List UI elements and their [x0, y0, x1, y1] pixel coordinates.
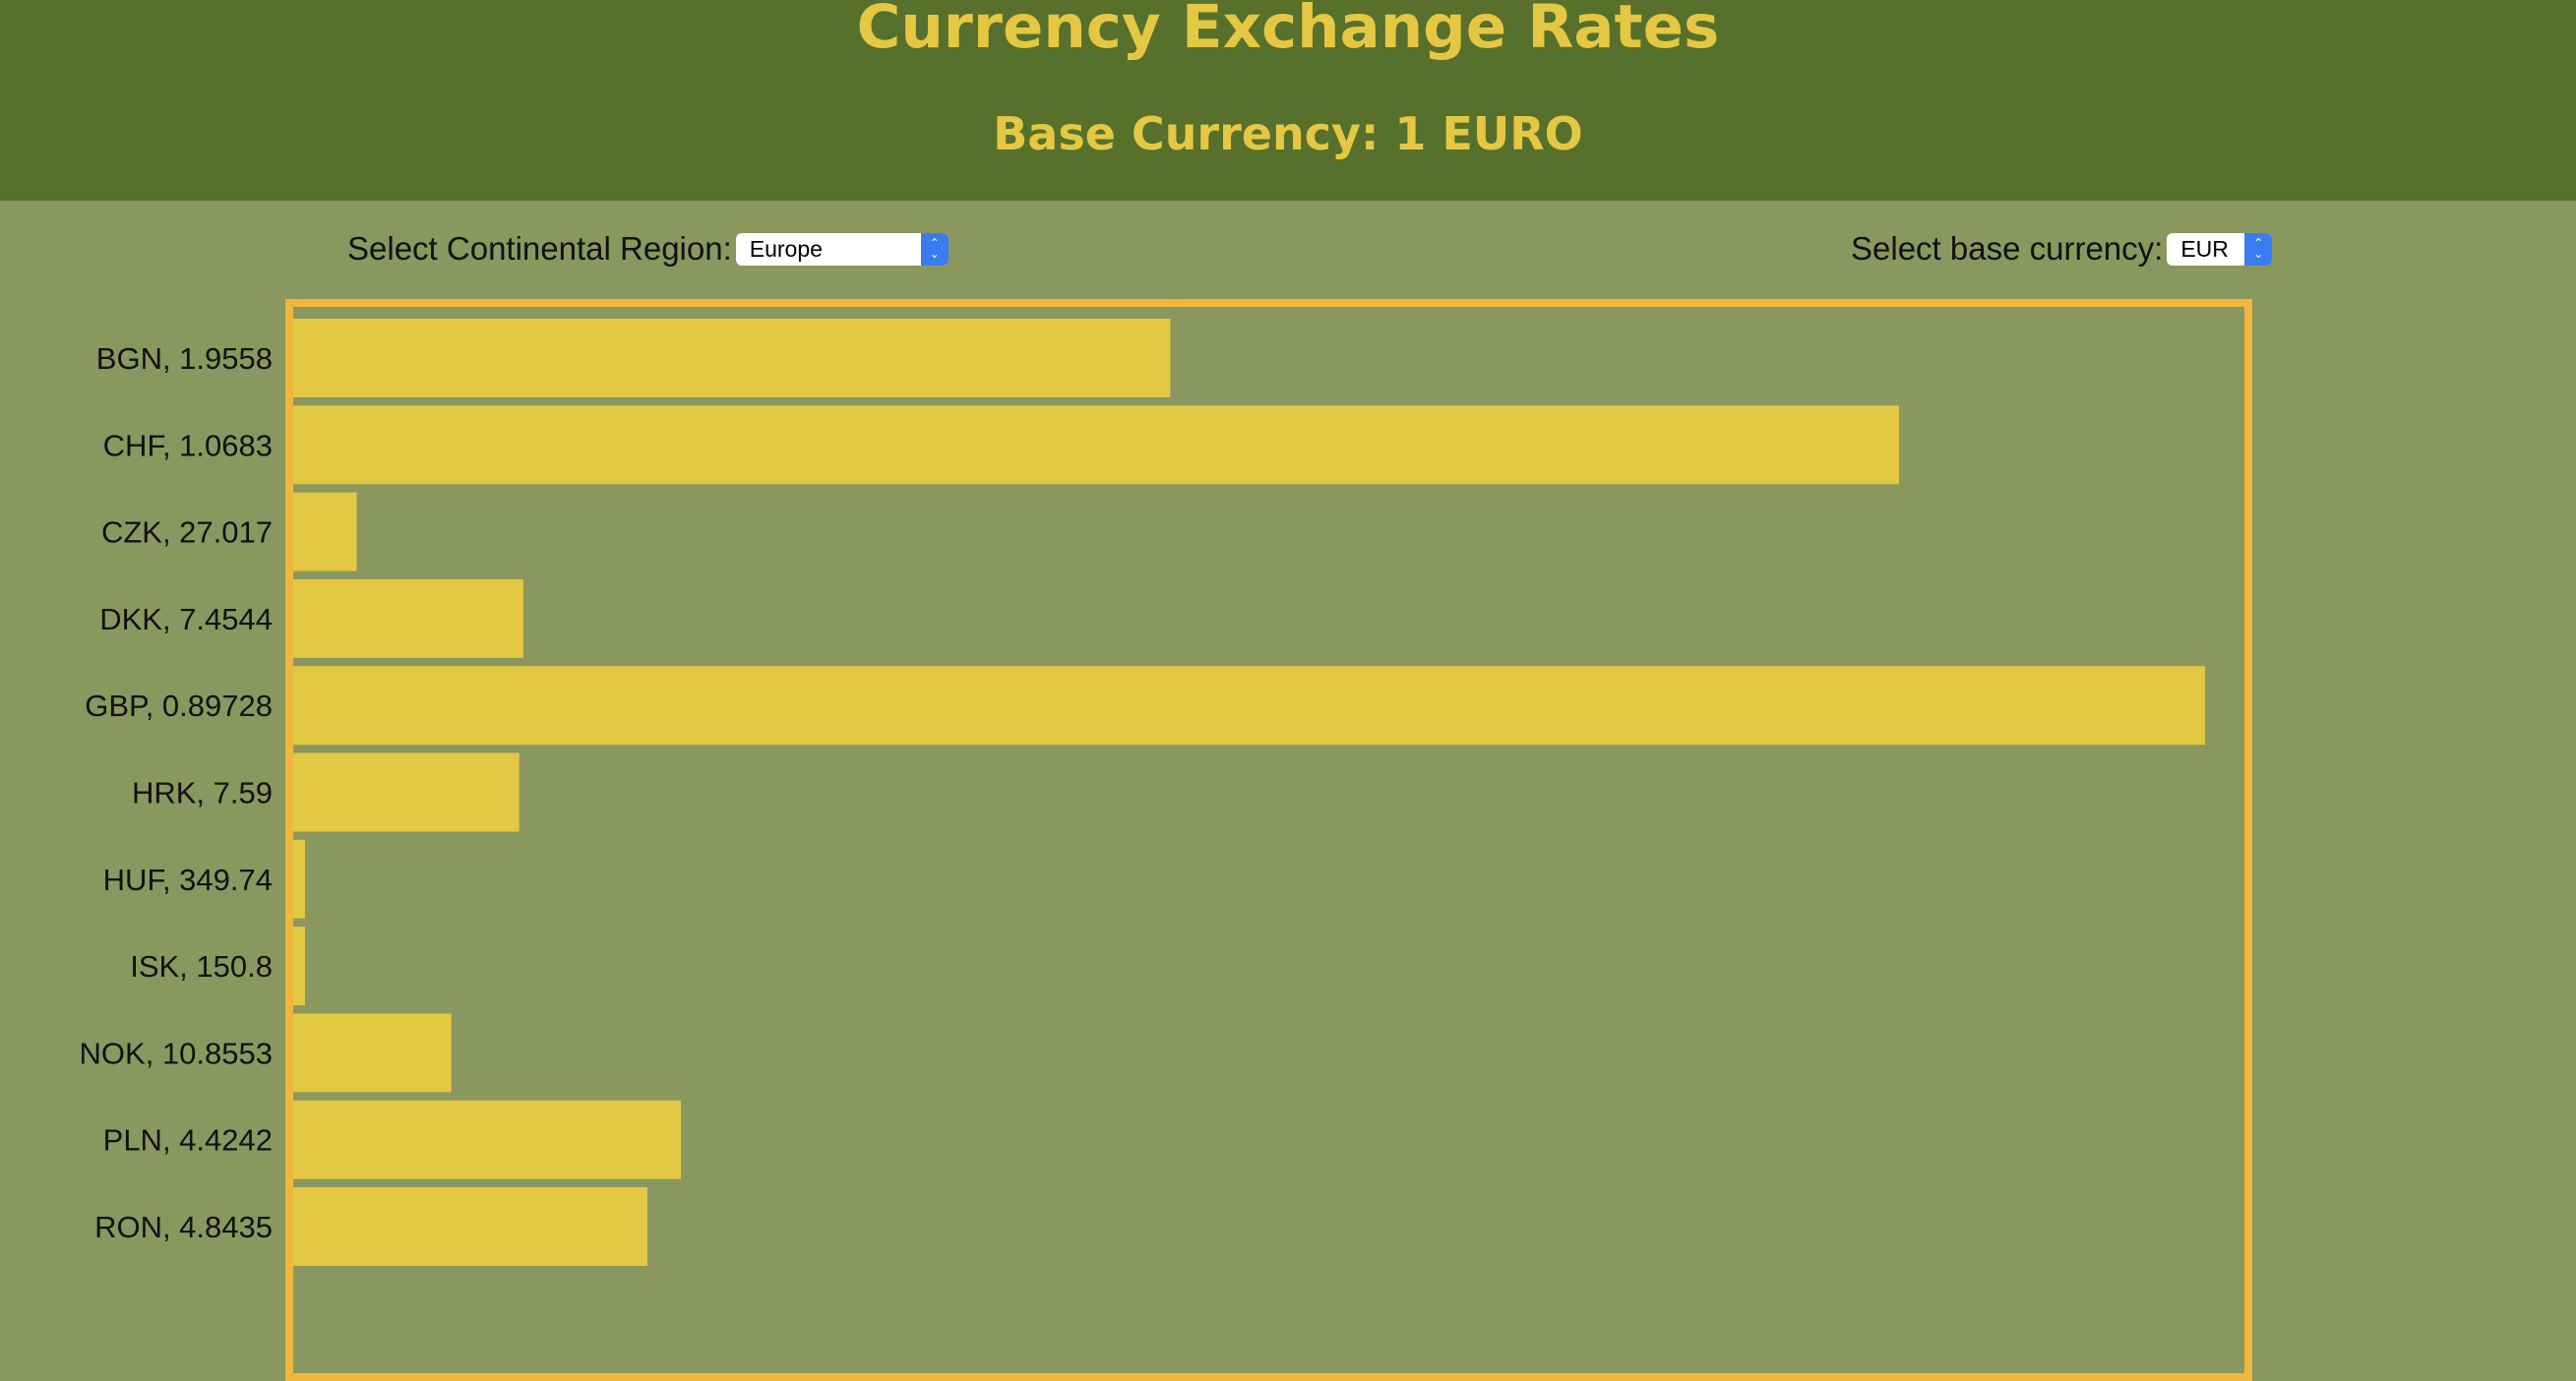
bar-label-gbp: GBP, 0.89728	[85, 689, 273, 723]
bar-isk	[293, 927, 305, 1006]
base-select-label: Select base currency:	[1851, 230, 2164, 267]
bar-nok	[293, 1013, 452, 1093]
base-currency-select[interactable]: EUR ⌃ ⌄	[2167, 232, 2273, 266]
bar-bgn	[293, 319, 1171, 397]
bar-czk	[293, 492, 357, 571]
page-header: Currency Exchange Rates Base Currency: 1…	[0, 0, 2576, 201]
bar-pln	[293, 1100, 682, 1179]
bar-chf	[293, 405, 1899, 485]
bar-ron	[293, 1187, 647, 1266]
bar-dkk	[293, 578, 523, 658]
region-control: Select Continental Region: Europe ⌃ ⌄	[347, 226, 949, 271]
region-select-label: Select Continental Region:	[347, 230, 732, 267]
bar-label-huf: HUF, 349.74	[103, 863, 273, 897]
bar-label-dkk: DKK, 7.4544	[99, 602, 273, 636]
select-arrows-icon: ⌃ ⌄	[2244, 232, 2273, 266]
bar-huf	[293, 839, 305, 919]
bar-label-pln: PLN, 4.4242	[103, 1123, 273, 1158]
base-select-value: EUR	[2180, 235, 2229, 262]
select-arrows-icon: ⌃ ⌄	[920, 232, 949, 266]
bar-label-hrk: HRK, 7.59	[132, 776, 273, 811]
base-currency-control: Select base currency: EUR ⌃ ⌄	[1851, 226, 2273, 271]
bar-label-czk: CZK, 27.017	[101, 515, 273, 550]
exchange-rate-chart: BGN, 1.9558 CHF, 1.0683 CZK, 27.017 DKK, 7.…	[80, 319, 2205, 1266]
bar-label-bgn: BGN, 1.9558	[96, 341, 273, 376]
bar-label-nok: NOK, 10.8553	[80, 1036, 273, 1070]
region-select[interactable]: Europe ⌃ ⌄	[735, 232, 949, 266]
bar-label-isk: ISK, 150.8	[130, 949, 273, 984]
region-select-value: Europe	[749, 235, 823, 262]
base-currency-subtitle: Base Currency: 1 EURO	[993, 107, 1583, 160]
bar-label-ron: RON, 4.8435	[94, 1210, 273, 1244]
bar-label-chf: CHF, 1.0683	[103, 428, 273, 462]
bar-hrk	[293, 752, 520, 832]
bar-gbp	[293, 666, 2205, 746]
page-title: Currency Exchange Rates	[856, 0, 1720, 62]
